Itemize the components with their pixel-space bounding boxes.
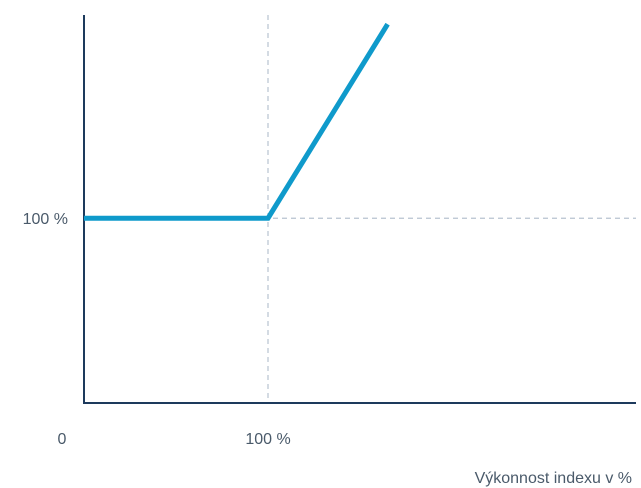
- y-tick-label-100: 100 %: [23, 211, 68, 228]
- series-line: [84, 22, 390, 221]
- x-axis-label: Výkonnost indexu v %: [475, 470, 632, 487]
- origin-label: 0: [58, 431, 67, 448]
- x-tick-label-100: 100 %: [245, 431, 290, 448]
